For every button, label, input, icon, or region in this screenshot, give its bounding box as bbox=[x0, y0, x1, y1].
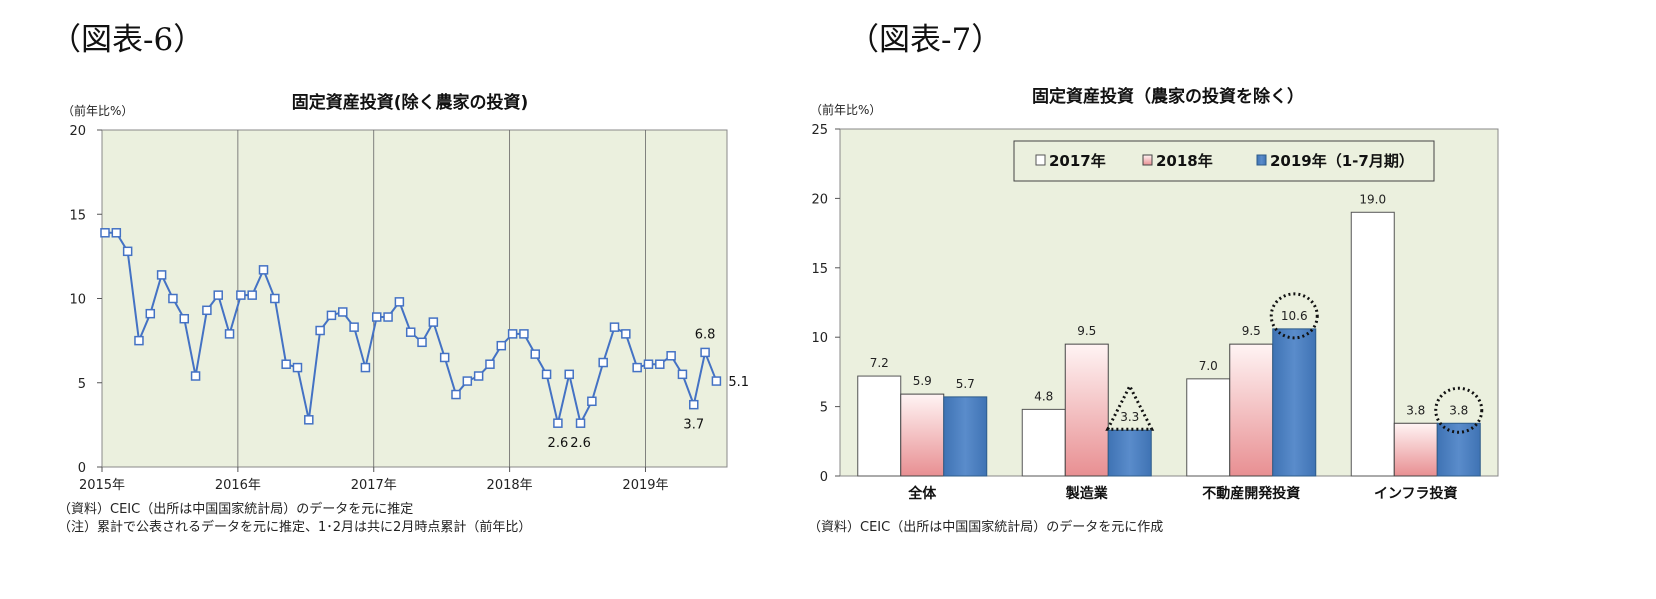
left-data-point bbox=[677, 369, 688, 380]
left-data-point bbox=[553, 418, 563, 428]
left-data-point bbox=[417, 337, 427, 348]
left-data-point bbox=[541, 369, 552, 380]
left-data-point bbox=[530, 349, 541, 359]
left-data-point bbox=[507, 329, 518, 339]
left-data-point bbox=[338, 307, 348, 317]
left-data-label: 6.8 bbox=[695, 327, 716, 342]
left-data-point bbox=[632, 362, 642, 373]
left-data-point bbox=[564, 369, 574, 380]
left-data-point bbox=[598, 357, 608, 368]
left-data-point bbox=[326, 310, 337, 321]
left-data-point bbox=[394, 297, 405, 307]
left-data-point bbox=[689, 399, 699, 410]
left-data-point bbox=[236, 290, 246, 300]
left-data-point bbox=[575, 418, 586, 428]
left-data-point bbox=[655, 359, 665, 369]
left-source-note: （資料）CEIC（出所は中国国家統計局）のデータを元に推定 bbox=[58, 502, 414, 517]
left-data-point bbox=[496, 340, 507, 351]
left-y-tick-label: 5 bbox=[78, 377, 86, 392]
left-data-point bbox=[428, 317, 439, 327]
left-x-tick-label: 2016年 bbox=[215, 478, 261, 493]
right-source-note: （資料）CEIC（出所は中国国家統計局）のデータを元に作成 bbox=[808, 520, 1164, 535]
left-data-point bbox=[156, 270, 167, 280]
left-x-tick-label: 2018年 bbox=[487, 478, 533, 493]
left-data-point bbox=[405, 327, 416, 337]
left-x-tick-label: 2015年 bbox=[79, 478, 125, 493]
left-data-point bbox=[383, 312, 393, 322]
left-data-point bbox=[643, 359, 654, 369]
left-data-point bbox=[224, 329, 235, 339]
left-data-point bbox=[666, 351, 676, 361]
left-y-tick-label: 20 bbox=[69, 124, 86, 139]
left-data-point bbox=[451, 389, 461, 400]
left-data-point bbox=[485, 359, 495, 369]
left-data-point bbox=[202, 305, 212, 316]
left-data-point bbox=[711, 376, 722, 386]
left-y-unit: （前年比%） bbox=[62, 103, 133, 118]
left-data-label: 2.6 bbox=[548, 436, 569, 451]
left-y-tick-label: 15 bbox=[69, 208, 86, 223]
left-data-point bbox=[134, 335, 144, 346]
figure-6-label: （図表-6） bbox=[50, 22, 205, 58]
left-data-point bbox=[122, 246, 133, 257]
left-chart-title: 固定資産投資(除く農家の投資) bbox=[292, 92, 529, 113]
left-data-point bbox=[179, 313, 190, 324]
left-data-point bbox=[371, 312, 382, 322]
left-data-point bbox=[304, 415, 314, 425]
left-plot-area bbox=[101, 129, 728, 468]
left-y-tick-label: 10 bbox=[69, 293, 86, 308]
figure-7-label: （図表-7） bbox=[848, 22, 1003, 58]
left-data-label: 2.6 bbox=[570, 436, 591, 451]
left-data-point bbox=[281, 359, 291, 369]
left-data-point bbox=[145, 308, 156, 319]
left-data-label: 3.7 bbox=[683, 418, 704, 433]
left-data-point bbox=[360, 362, 371, 373]
left-data-point bbox=[292, 362, 303, 373]
left-data-point bbox=[439, 352, 450, 363]
left-data-point bbox=[111, 228, 122, 238]
left-data-point bbox=[621, 329, 631, 339]
left-data-point bbox=[700, 347, 710, 358]
left-data-point bbox=[213, 290, 223, 300]
left-data-point bbox=[190, 371, 201, 381]
left-data-point bbox=[349, 322, 359, 332]
left-data-point bbox=[587, 396, 597, 407]
left-data-point bbox=[315, 325, 325, 336]
left-data-point bbox=[258, 265, 269, 275]
left-data-point bbox=[168, 293, 178, 304]
left-data-label: 5.1 bbox=[728, 375, 749, 390]
left-data-point bbox=[100, 228, 110, 238]
left-data-point bbox=[462, 376, 473, 386]
left-data-point bbox=[270, 293, 280, 304]
left-data-point bbox=[519, 329, 529, 339]
left-data-point bbox=[473, 371, 484, 381]
left-x-tick-label: 2019年 bbox=[622, 478, 668, 493]
left-data-point bbox=[247, 290, 257, 300]
left-x-tick-label: 2017年 bbox=[351, 478, 397, 493]
left-y-tick-label: 0 bbox=[78, 461, 86, 476]
left-data-point bbox=[609, 322, 620, 332]
left-footnote: （注）累計で公表されるデータを元に推定、1･2月は共に2月時点累計（前年比） bbox=[58, 520, 532, 535]
